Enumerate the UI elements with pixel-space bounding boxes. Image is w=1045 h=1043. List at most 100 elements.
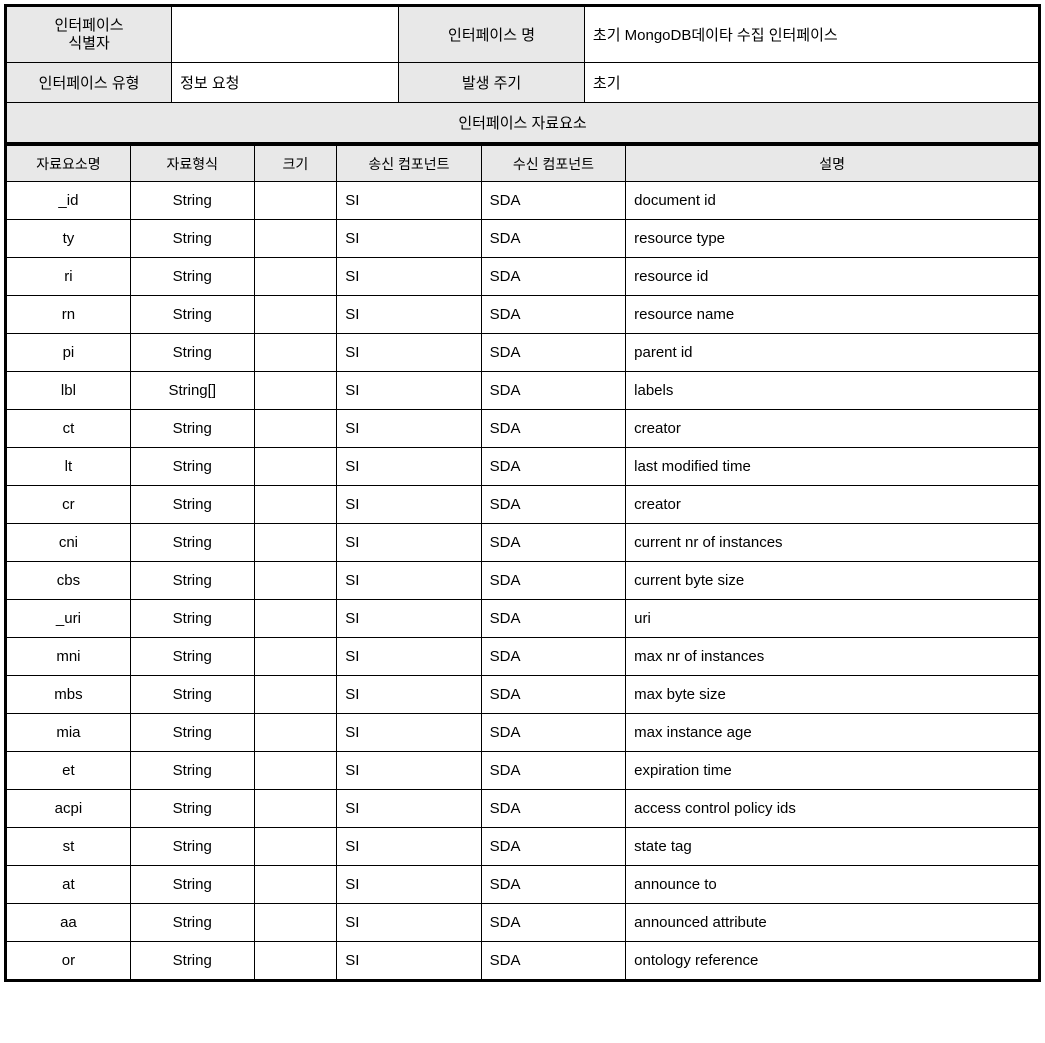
- cell-size: [254, 372, 337, 410]
- cell-recv: SDA: [481, 600, 625, 638]
- cell-size: [254, 752, 337, 790]
- interface-spec-container: 인터페이스식별자 인터페이스 명 초기 MongoDB데이타 수집 인터페이스 …: [4, 4, 1041, 982]
- cell-name: or: [7, 942, 131, 980]
- cell-send: SI: [337, 600, 481, 638]
- table-row: _idStringSISDAdocument id: [7, 182, 1039, 220]
- header-row-2: 인터페이스 유형 정보 요청 발생 주기 초기: [7, 63, 1039, 103]
- table-row: crStringSISDAcreator: [7, 486, 1039, 524]
- cell-desc: max nr of instances: [626, 638, 1039, 676]
- cell-name: cni: [7, 524, 131, 562]
- column-header: 자료요소명: [7, 146, 131, 182]
- cell-recv: SDA: [481, 220, 625, 258]
- cell-type: String: [130, 752, 254, 790]
- table-row: cbsStringSISDAcurrent byte size: [7, 562, 1039, 600]
- table-row: aaStringSISDAannounced attribute: [7, 904, 1039, 942]
- interface-type-value: 정보 요청: [172, 63, 399, 103]
- interface-name-label: 인터페이스 명: [399, 7, 585, 63]
- table-row: ctStringSISDAcreator: [7, 410, 1039, 448]
- cycle-label: 발생 주기: [399, 63, 585, 103]
- header-row-1: 인터페이스식별자 인터페이스 명 초기 MongoDB데이타 수집 인터페이스: [7, 7, 1039, 63]
- cell-recv: SDA: [481, 752, 625, 790]
- cell-send: SI: [337, 790, 481, 828]
- cell-send: SI: [337, 448, 481, 486]
- cell-type: String: [130, 562, 254, 600]
- column-header: 송신 컴포넌트: [337, 146, 481, 182]
- interface-id-value: [172, 7, 399, 63]
- cell-type: String: [130, 676, 254, 714]
- data-header-row: 자료요소명자료형식크기송신 컴포넌트수신 컴포넌트설명: [7, 146, 1039, 182]
- cell-size: [254, 600, 337, 638]
- cell-recv: SDA: [481, 676, 625, 714]
- cell-desc: uri: [626, 600, 1039, 638]
- cell-size: [254, 258, 337, 296]
- cell-desc: parent id: [626, 334, 1039, 372]
- table-row: tyStringSISDAresource type: [7, 220, 1039, 258]
- cell-name: rn: [7, 296, 131, 334]
- cell-name: ty: [7, 220, 131, 258]
- cell-desc: expiration time: [626, 752, 1039, 790]
- cell-send: SI: [337, 866, 481, 904]
- interface-id-label: 인터페이스식별자: [7, 7, 172, 63]
- cell-type: String: [130, 524, 254, 562]
- cell-size: [254, 410, 337, 448]
- cell-desc: current byte size: [626, 562, 1039, 600]
- interface-type-label: 인터페이스 유형: [7, 63, 172, 103]
- cell-type: String: [130, 866, 254, 904]
- interface-name-value: 초기 MongoDB데이타 수집 인터페이스: [584, 7, 1038, 63]
- cell-size: [254, 562, 337, 600]
- cell-recv: SDA: [481, 372, 625, 410]
- cell-size: [254, 790, 337, 828]
- cell-send: SI: [337, 638, 481, 676]
- cell-recv: SDA: [481, 828, 625, 866]
- cell-name: _uri: [7, 600, 131, 638]
- cell-type: String: [130, 714, 254, 752]
- cell-recv: SDA: [481, 790, 625, 828]
- cell-recv: SDA: [481, 334, 625, 372]
- cell-send: SI: [337, 410, 481, 448]
- cell-desc: document id: [626, 182, 1039, 220]
- cell-size: [254, 486, 337, 524]
- cell-name: lbl: [7, 372, 131, 410]
- cell-name: et: [7, 752, 131, 790]
- cell-desc: announced attribute: [626, 904, 1039, 942]
- cell-type: String: [130, 334, 254, 372]
- cell-recv: SDA: [481, 866, 625, 904]
- cell-desc: resource type: [626, 220, 1039, 258]
- cell-send: SI: [337, 486, 481, 524]
- section-title-row: 인터페이스 자료요소: [7, 103, 1039, 143]
- cell-desc: creator: [626, 486, 1039, 524]
- table-row: atStringSISDAannounce to: [7, 866, 1039, 904]
- cell-name: _id: [7, 182, 131, 220]
- cell-name: lt: [7, 448, 131, 486]
- cell-recv: SDA: [481, 486, 625, 524]
- cell-recv: SDA: [481, 448, 625, 486]
- cell-size: [254, 182, 337, 220]
- cell-send: SI: [337, 334, 481, 372]
- data-table-wrapper: 자료요소명자료형식크기송신 컴포넌트수신 컴포넌트설명 _idStringSIS…: [6, 143, 1039, 980]
- cell-desc: resource id: [626, 258, 1039, 296]
- cell-recv: SDA: [481, 182, 625, 220]
- cell-type: String: [130, 828, 254, 866]
- cell-send: SI: [337, 258, 481, 296]
- column-header: 자료형식: [130, 146, 254, 182]
- cell-size: [254, 334, 337, 372]
- cell-send: SI: [337, 296, 481, 334]
- cell-desc: creator: [626, 410, 1039, 448]
- cell-name: pi: [7, 334, 131, 372]
- cell-desc: current nr of instances: [626, 524, 1039, 562]
- cell-type: String: [130, 790, 254, 828]
- cell-send: SI: [337, 182, 481, 220]
- cycle-value: 초기: [584, 63, 1038, 103]
- table-row: mbsStringSISDAmax byte size: [7, 676, 1039, 714]
- cell-size: [254, 524, 337, 562]
- cell-type: String: [130, 942, 254, 980]
- table-row: riStringSISDAresource id: [7, 258, 1039, 296]
- cell-desc: max instance age: [626, 714, 1039, 752]
- table-row: miaStringSISDAmax instance age: [7, 714, 1039, 752]
- section-title: 인터페이스 자료요소: [7, 103, 1039, 143]
- table-row: cniStringSISDAcurrent nr of instances: [7, 524, 1039, 562]
- cell-type: String: [130, 448, 254, 486]
- cell-size: [254, 866, 337, 904]
- cell-type: String: [130, 486, 254, 524]
- cell-size: [254, 296, 337, 334]
